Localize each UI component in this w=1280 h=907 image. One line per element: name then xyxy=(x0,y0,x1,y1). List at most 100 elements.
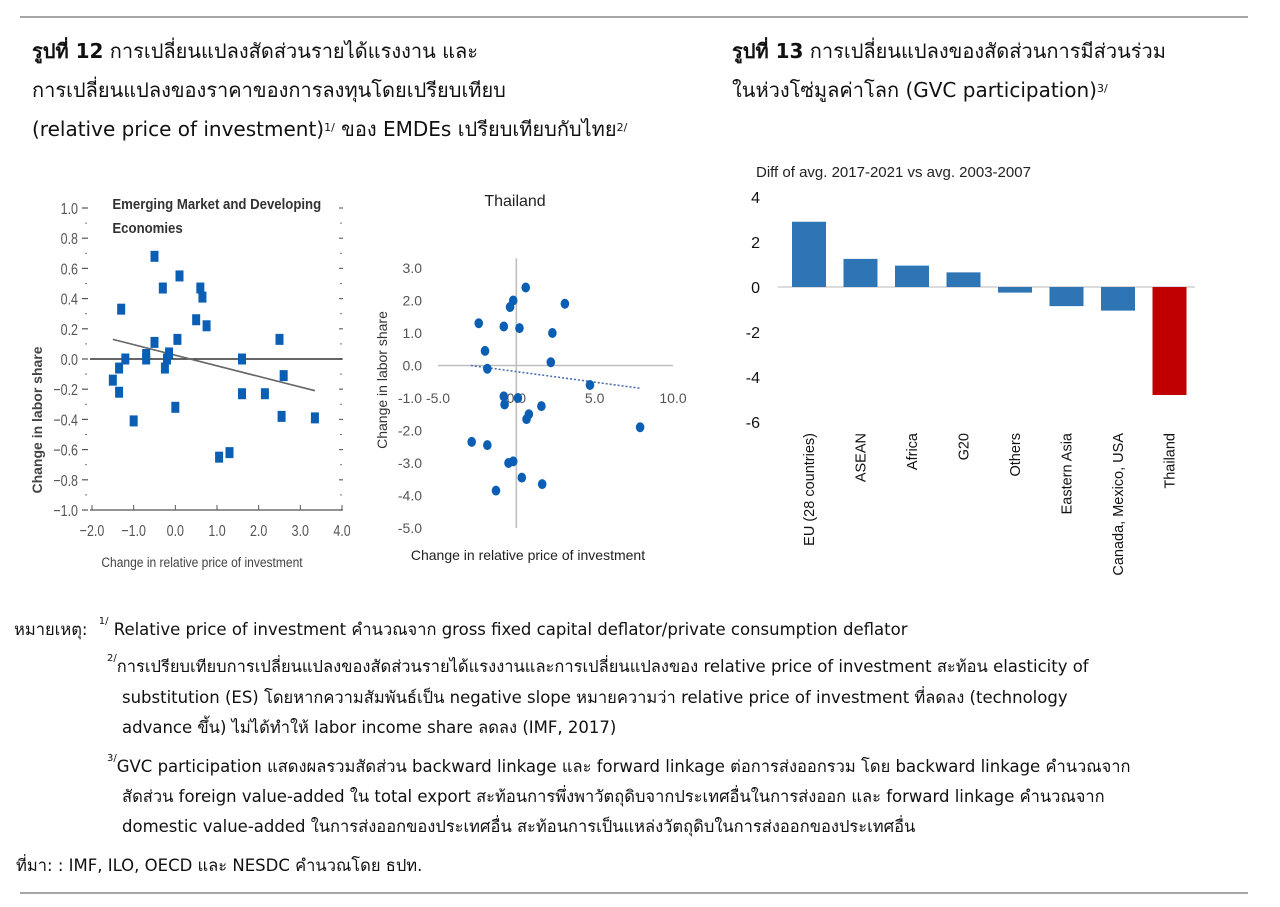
emde-data-point xyxy=(238,353,246,365)
emde-ytick-label: −0.4 xyxy=(53,412,78,430)
bar-chart-title: Diff of avg. 2017-2021 vs avg. 2003-2007 xyxy=(756,164,1031,181)
bottom-rule xyxy=(20,892,1248,894)
bar-category-label: EU (28 countries) xyxy=(802,433,818,546)
figure12-title: รูปที่ 12 การเปลี่ยนแปลงสัดส่วนรายได้แรง… xyxy=(32,32,722,149)
thailand-xtick-label: 10.0 xyxy=(659,390,686,406)
thailand-data-point xyxy=(491,485,501,496)
bar-others xyxy=(998,287,1032,293)
bar-category-label: ASEAN xyxy=(854,433,870,482)
thailand-data-point xyxy=(505,302,515,312)
emde-data-point xyxy=(225,447,234,459)
figure13-title-line1: การเปลี่ยนแปลงของสัดส่วนการมีส่วนร่วม xyxy=(803,39,1166,63)
thailand-ytick-label: 1.0 xyxy=(403,325,423,341)
emde-data-point xyxy=(150,250,159,262)
emde-data-point xyxy=(121,353,130,365)
emde-scatter-chart: Emerging Market and Developing Economies… xyxy=(29,195,350,570)
emde-data-point xyxy=(115,386,124,398)
emde-ytick-label: 1.0 xyxy=(61,201,78,219)
emde-ytick-label: −0.2 xyxy=(53,382,78,400)
thailand-data-point xyxy=(504,458,513,468)
note3-line1: GVC participation แสดงผลรวมสัดส่วน backw… xyxy=(116,757,1131,776)
emde-ytick-label: 0.8 xyxy=(61,231,78,249)
bar-category-label: Africa xyxy=(905,432,921,470)
emde-data-point xyxy=(192,314,201,326)
emde-xtick-label: −2.0 xyxy=(80,523,105,541)
bar-eastern-asia xyxy=(1049,287,1084,307)
thailand-ytick-label: 2.0 xyxy=(403,293,423,309)
emde-ytick-label: 0.0 xyxy=(61,352,78,370)
note2-line3: advance ขึ้น) ไม่ได้ทำให้ labor income s… xyxy=(122,718,617,737)
emde-data-point xyxy=(202,320,211,332)
figure12-title-line1: การเปลี่ยนแปลงสัดส่วนรายได้แรงงาน และ xyxy=(103,39,479,63)
emde-ytick-label: 0.4 xyxy=(61,291,78,309)
thailand-data-point xyxy=(499,321,509,332)
note3-marker: 3/ xyxy=(107,753,117,764)
bar-category-label: Thailand xyxy=(1163,433,1179,489)
emde-xtick-label: −1.0 xyxy=(121,523,146,541)
thailand-chart-title: Thailand xyxy=(484,193,545,210)
thailand-data-point xyxy=(500,399,509,410)
bar-eu-28-countries xyxy=(792,221,826,287)
emde-ylabel: Change in labor share xyxy=(29,346,45,493)
thailand-ytick-label: -3.0 xyxy=(398,455,422,471)
emde-data-point xyxy=(215,451,224,463)
emde-data-point xyxy=(129,415,138,427)
top-rule xyxy=(20,16,1248,18)
emde-xtick-label: 4.0 xyxy=(333,523,350,541)
bar-category-label: G20 xyxy=(957,433,973,460)
bar-ytick-label: -2 xyxy=(746,325,760,342)
note3-line2: สัดส่วน foreign value-added ใน total exp… xyxy=(122,787,1105,806)
footnote-ref-2: 2/ xyxy=(616,121,628,134)
emde-xlabel: Change in relative price of investment xyxy=(101,554,303,570)
note2-line1: การเปรียบเทียบการเปลี่ยนแปลงของสัดส่วนรา… xyxy=(116,657,1089,676)
bar-ytick-label: 4 xyxy=(751,190,760,207)
thailand-data-point xyxy=(522,414,531,425)
emde-xtick-label: 3.0 xyxy=(292,523,309,541)
emde-data-point xyxy=(173,333,182,345)
bar-ytick-label: 2 xyxy=(751,235,760,252)
thailand-ytick-label: -4.0 xyxy=(398,488,422,504)
footnote-ref-1: 1/ xyxy=(324,121,335,134)
figure12-title-line3b: ของ EMDEs เปรียบเทียบกับไทย xyxy=(334,117,617,141)
bar-africa xyxy=(895,265,929,287)
bar-canada-mexico-usa xyxy=(1101,287,1135,311)
emde-data-point xyxy=(277,410,286,422)
bar-category-label: Canada, Mexico, USA xyxy=(1111,433,1127,576)
bar-ytick-label: -6 xyxy=(746,415,760,432)
emde-data-point xyxy=(196,282,205,294)
note2-marker: 2/ xyxy=(107,653,117,664)
figure13-title: รูปที่ 13 การเปลี่ยนแปลงของสัดส่วนการมีส… xyxy=(732,32,1262,110)
emde-data-point xyxy=(142,353,151,365)
figure13-label: รูปที่ 13 xyxy=(732,39,804,63)
thailand-data-point xyxy=(480,345,490,356)
emde-trendline xyxy=(112,338,316,392)
thailand-scatter-chart: Thailand Change in labor share Change in… xyxy=(374,193,687,563)
note1-text: Relative price of investment คำนวณจาก gr… xyxy=(113,620,908,639)
thailand-data-point xyxy=(515,323,524,334)
emde-data-point xyxy=(115,362,124,374)
figure13-title-line2: ในห่วงโซ่มูลค่าโลก (GVC participation) xyxy=(732,78,1097,102)
bar-g20 xyxy=(946,272,981,287)
thailand-ytick-label: -1.0 xyxy=(398,390,422,406)
source-text: ที่มา: : IMF, ILO, OECD และ NESDC คำนวณโ… xyxy=(16,856,423,875)
thailand-data-point xyxy=(560,298,570,309)
thailand-ytick-label: 0.0 xyxy=(403,358,423,374)
figure12-title-line2: การเปลี่ยนแปลงของราคาของการลงทุนโดยเปรีย… xyxy=(32,78,506,102)
thailand-data-point xyxy=(517,472,527,483)
bar-ytick-label: -4 xyxy=(746,370,760,387)
emde-data-point xyxy=(275,333,284,345)
thailand-trendline xyxy=(470,364,641,390)
figure12-title-line3: (relative price of investment) xyxy=(32,117,325,141)
thailand-data-point xyxy=(513,393,523,403)
thailand-data-point xyxy=(635,422,645,433)
thailand-data-point xyxy=(499,391,509,402)
emde-ytick-label: −0.6 xyxy=(53,442,78,460)
emde-data-point xyxy=(198,291,207,303)
emde-data-point xyxy=(260,388,269,400)
emde-xtick-label: 2.0 xyxy=(250,523,267,541)
note2-line2: substitution (ES) โดยหากความสัมพันธ์เป็น… xyxy=(122,688,1068,707)
bar-asean xyxy=(843,258,878,287)
emde-ytick-label: 0.2 xyxy=(61,321,78,339)
emde-data-point xyxy=(175,270,184,282)
thailand-data-point xyxy=(585,380,595,390)
